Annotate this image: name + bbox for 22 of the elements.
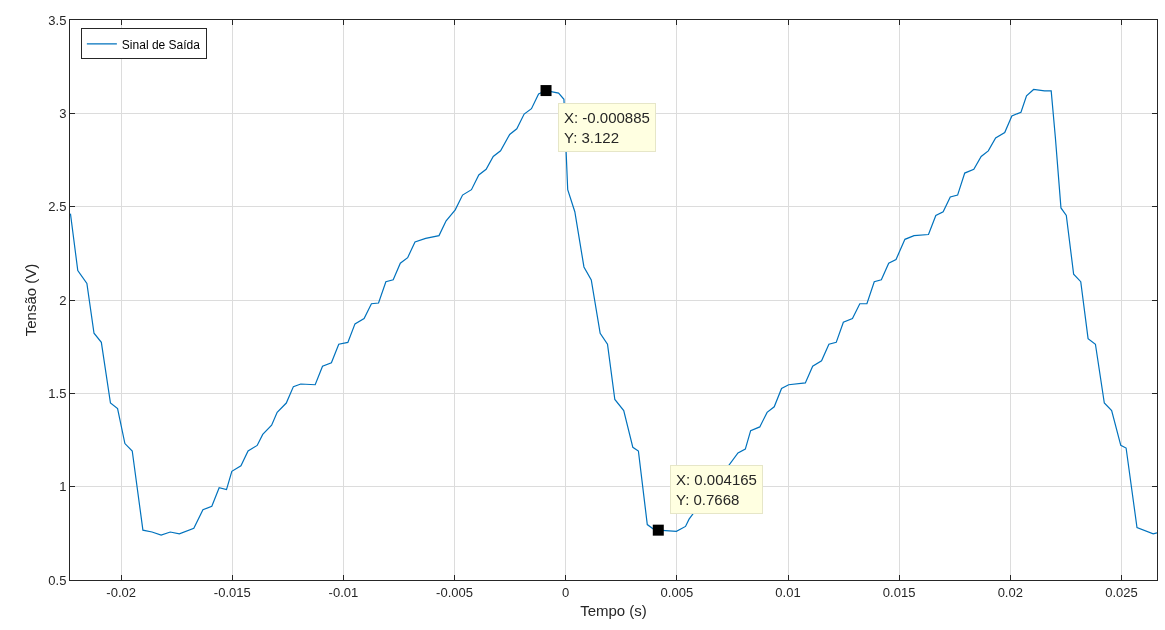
x-tick-label: -0.015: [213, 584, 251, 600]
y-tick-label: 2.5: [48, 199, 67, 215]
annotation: X: 0.004165 Y: 0.7668: [676, 471, 757, 508]
annotation: X: -0.000885 Y: 3.122: [564, 109, 650, 146]
legend-label: Sinal de Saída: [121, 37, 201, 52]
y-tick-label: 3.5: [48, 12, 67, 28]
y-tick-label: 0.5: [48, 572, 67, 588]
x-tick-label: 0.015: [882, 584, 916, 600]
x-tick-label: 0: [562, 584, 570, 600]
x-tick-label: -0.005: [436, 584, 473, 600]
x-tick-label: 0.025: [1105, 584, 1138, 600]
x-tick-label: 0.02: [997, 584, 1023, 600]
x-axis-title: Tempo (s): [580, 601, 647, 619]
x-tick-label: 0.01: [775, 584, 801, 600]
y-tick-label: 1: [59, 479, 67, 495]
y-tick-label: 3: [59, 105, 67, 121]
y-axis-title: Tensão (V): [21, 263, 39, 337]
x-tick-label: -0.01: [328, 584, 359, 600]
y-tick-label: 2: [59, 292, 67, 308]
x-tick-label: -0.02: [106, 584, 136, 600]
y-tick-label: 1.5: [48, 385, 67, 401]
x-tick-label: 0.005: [660, 584, 694, 600]
